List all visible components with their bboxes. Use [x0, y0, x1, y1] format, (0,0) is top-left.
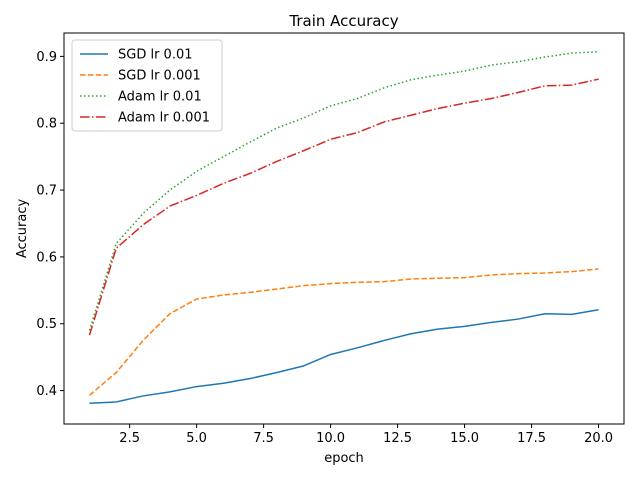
chart-title: Train Accuracy: [288, 12, 398, 30]
x-tick-label: 10.0: [316, 431, 345, 446]
series-line-3: [88, 78, 599, 336]
x-tick-label: 17.5: [517, 431, 546, 446]
y-axis-label: Accuracy: [15, 199, 30, 259]
legend-label: Adam lr 0.01: [118, 90, 202, 105]
y-tick-label: 0.8: [36, 117, 57, 132]
legend: SGD lr 0.01 SGD lr 0.001 Adam lr 0.01 Adam …: [71, 39, 223, 132]
y-tick-label: 0.5: [36, 317, 57, 332]
plot-area: [88, 50, 599, 405]
x-tick-label: 15.0: [450, 431, 479, 446]
axis-ticks: 2.5 5.0 7.5 10.0 12.5 15.0 17.5 20.0 0.4 0.5 0.6 0.…: [36, 50, 613, 446]
legend-label: SGD lr 0.01: [118, 48, 193, 63]
y-tick-label: 0.4: [36, 384, 57, 399]
x-tick-label: 2.5: [119, 431, 140, 446]
x-tick-label: 5.0: [186, 431, 207, 446]
legend-box: [71, 39, 223, 132]
y-tick-label: 0.9: [36, 50, 57, 65]
x-tick-label: 12.5: [383, 431, 412, 446]
y-tick-label: 0.6: [36, 250, 57, 265]
x-axis-label: epoch: [324, 451, 364, 466]
series-line-2: [88, 50, 599, 331]
x-tick-label: 20.0: [584, 431, 613, 446]
series-line-1: [88, 268, 599, 396]
x-tick-label: 7.5: [253, 431, 274, 446]
legend-label: SGD lr 0.001: [118, 69, 201, 84]
y-tick-label: 0.7: [36, 184, 57, 199]
axes-frame: [63, 32, 625, 425]
series-line-0: [89, 308, 599, 405]
legend-label: Adam lr 0.001: [118, 111, 210, 126]
